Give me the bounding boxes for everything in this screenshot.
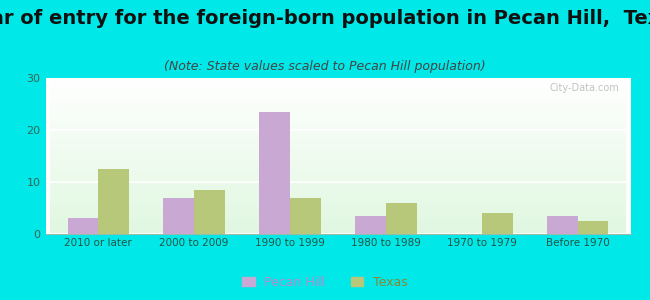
Text: Year of entry for the foreign-born population in Pecan Hill,  Texas: Year of entry for the foreign-born popul… — [0, 9, 650, 28]
Bar — [68, 218, 98, 234]
Bar — [386, 203, 417, 234]
Bar — [163, 198, 194, 234]
Bar — [482, 213, 513, 234]
Bar — [98, 169, 129, 234]
Bar — [547, 216, 578, 234]
Bar — [290, 198, 320, 234]
Bar — [578, 221, 608, 234]
Text: (Note: State values scaled to Pecan Hill population): (Note: State values scaled to Pecan Hill… — [164, 60, 486, 73]
Bar — [356, 216, 386, 234]
Bar — [194, 190, 225, 234]
Text: City-Data.com: City-Data.com — [549, 83, 619, 93]
Bar — [259, 112, 290, 234]
Legend: Pecan Hill, Texas: Pecan Hill, Texas — [237, 271, 413, 294]
